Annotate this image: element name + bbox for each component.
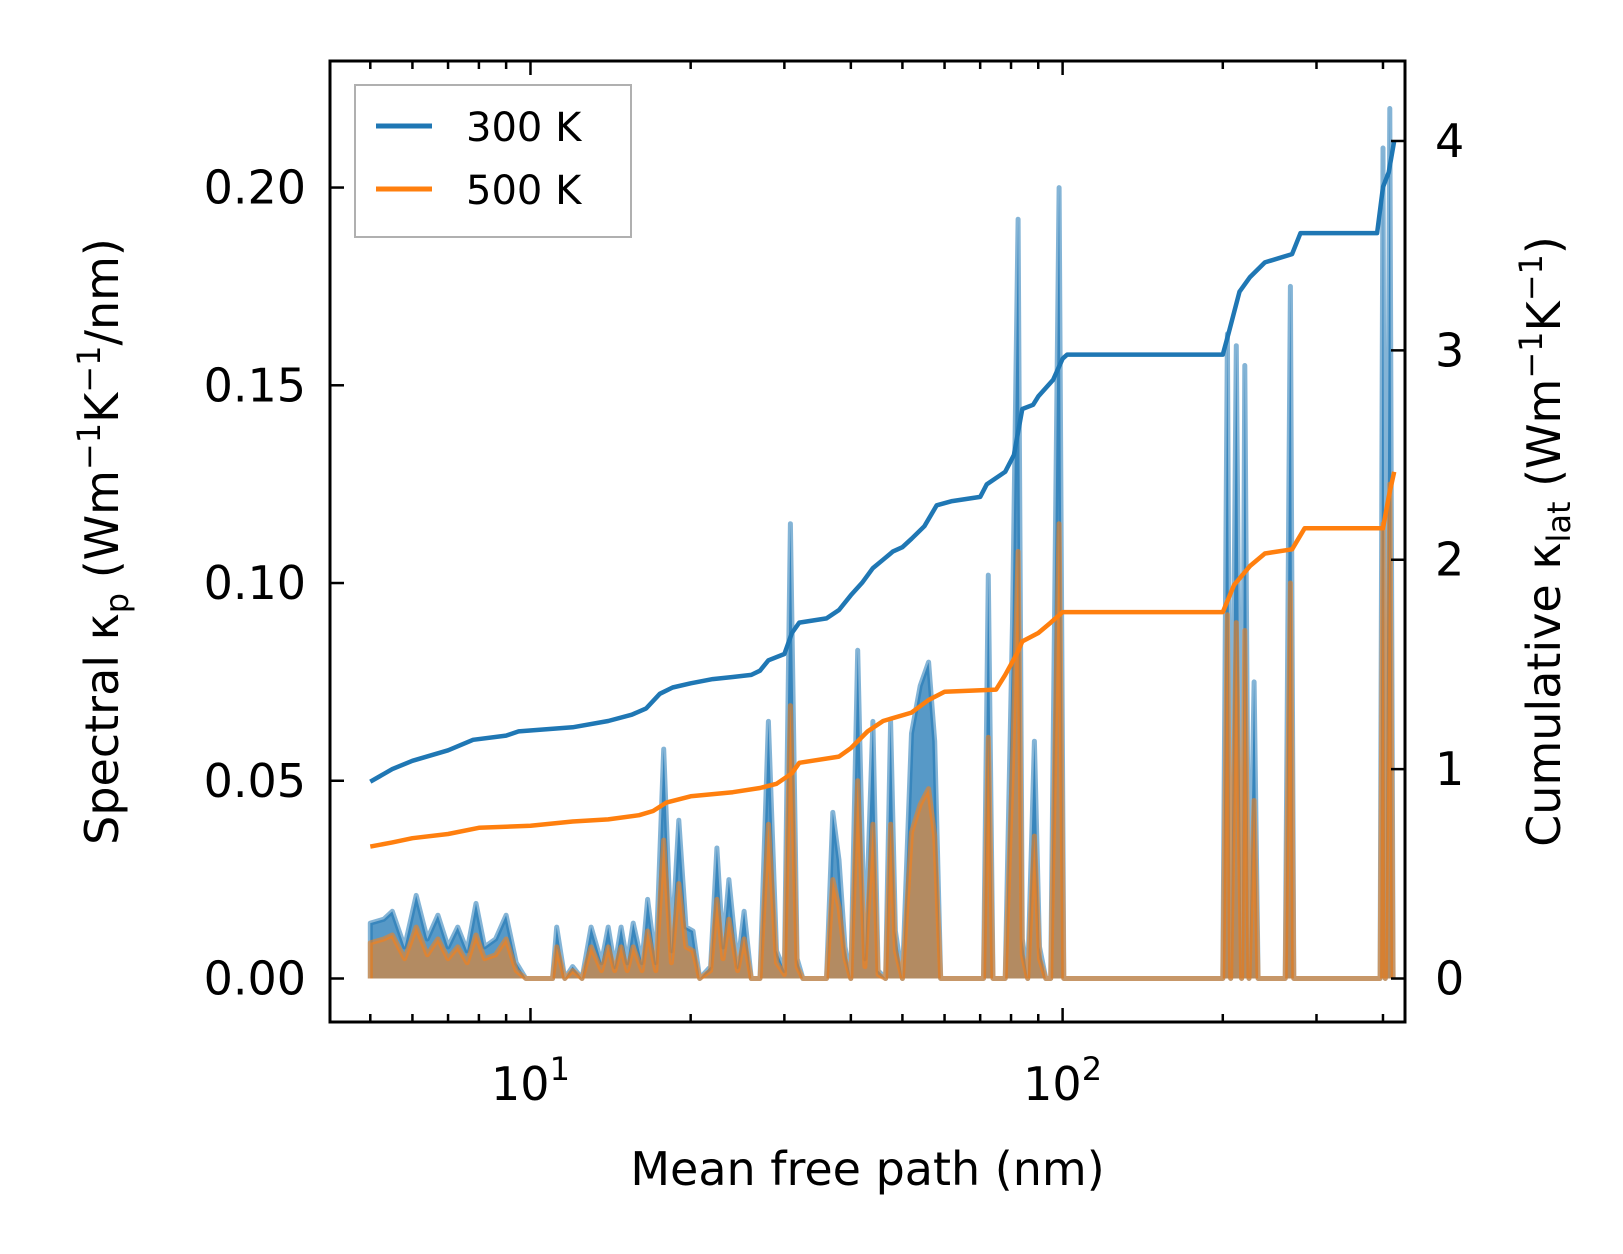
y-right-title-sup2: −1 xyxy=(1512,254,1550,301)
x-axis-title: Mean free path (nm) xyxy=(630,1142,1104,1196)
y-right-title-sub: lat xyxy=(1540,502,1578,543)
y-right-title-mid2: K xyxy=(1517,299,1571,331)
x-tick-label: 102 xyxy=(1023,1050,1102,1111)
y-left-tick-label: 0.15 xyxy=(204,358,306,412)
x-tick-exp: 2 xyxy=(1082,1050,1102,1088)
x-tick-base: 10 xyxy=(491,1057,550,1111)
spectral-fills xyxy=(367,106,1396,981)
y-left-title-prefix: Spectral κ xyxy=(75,613,129,845)
y-left-tick-label: 0.05 xyxy=(204,754,306,808)
spectral-outline-500k xyxy=(367,481,1396,981)
y-left-tick-label: 0.10 xyxy=(204,556,306,610)
x-tick-label: 101 xyxy=(491,1050,570,1111)
y-left-title-mid2: K xyxy=(75,391,129,423)
y-right-tick-label: 4 xyxy=(1435,114,1464,168)
spectral-area-500k xyxy=(370,484,1394,979)
plot-frame xyxy=(328,59,1407,1024)
x-tick-exp: 1 xyxy=(550,1050,570,1088)
y-left-tick-label: 0.00 xyxy=(204,951,306,1005)
y-axis-left: 0.00 0.05 0.10 0.15 0.20 xyxy=(204,161,344,1005)
y-left-tick-label: 0.20 xyxy=(204,161,306,215)
y-right-tick-label: 3 xyxy=(1435,323,1464,377)
y-left-title-sub: p xyxy=(98,593,136,613)
legend-label-500k: 500 K xyxy=(466,168,583,214)
legend: 300 K 500 K xyxy=(354,84,632,238)
cumulative-line-500k xyxy=(369,471,1397,849)
y-right-title-sup1: −1 xyxy=(1512,331,1550,378)
y-left-title-mid1: (Wm xyxy=(75,470,129,593)
y-left-title-sup2: −1 xyxy=(70,346,108,393)
y-axis-right-title: Cumulative κlat (Wm−1K−1) xyxy=(1512,236,1578,847)
y-right-tick-label: 0 xyxy=(1435,952,1464,1006)
x-tick-base: 10 xyxy=(1023,1057,1082,1111)
y-right-title-suffix: ) xyxy=(1517,236,1571,254)
y-left-title-suffix: /nm) xyxy=(75,238,129,345)
legend-label-300k: 300 K xyxy=(466,105,583,151)
y-right-tick-label: 1 xyxy=(1435,742,1464,796)
series-lines xyxy=(369,140,1397,849)
y-left-title-sup1: −1 xyxy=(70,423,108,470)
legend-box xyxy=(354,84,632,238)
y-right-title-mid1: (Wm xyxy=(1517,379,1571,502)
y-right-title-prefix: Cumulative κ xyxy=(1517,543,1571,847)
y-axis-left-title: Spectral κp (Wm−1K−1/nm) xyxy=(70,238,136,845)
cumulative-line-300k xyxy=(369,140,1397,784)
y-right-tick-label: 2 xyxy=(1435,533,1464,587)
y-axis-right: 0 1 2 3 4 xyxy=(1391,114,1464,1006)
x-axis: 101 102 xyxy=(369,61,1385,1111)
